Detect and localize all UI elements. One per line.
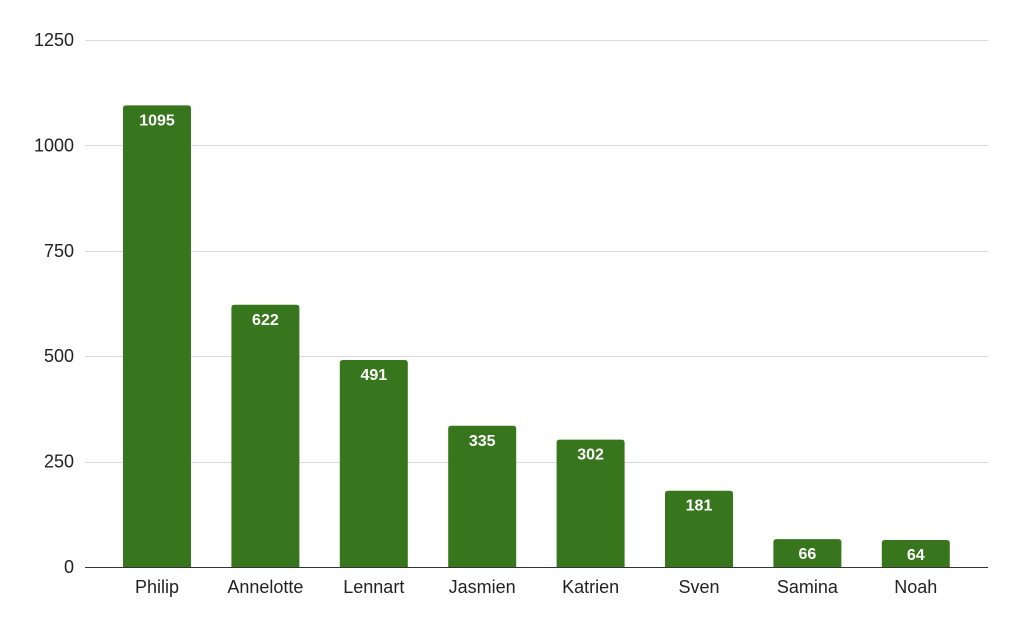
bar-jasmien [448,425,517,567]
bar-value-label: 66 [799,546,817,563]
x-tick-label: Samina [777,577,839,597]
bar-katrien [556,439,625,567]
bar-lennart [339,359,408,567]
y-tick-label: 1000 [34,135,74,155]
bar-value-label: 1095 [139,112,175,129]
bar-value-label: 302 [577,447,604,464]
gridlines [85,40,988,568]
y-tick-label: 500 [44,346,74,366]
x-tick-label: Jasmien [449,577,516,597]
x-tick-label: Philip [135,577,179,597]
x-axis-ticks: Philip Annelotte Lennart Jasmien Katrien Sven… [135,577,937,597]
bar-noah [881,540,950,567]
bar-philip [123,105,191,568]
bar-samina [773,539,842,567]
bar-value-labels: 1095 622 491 335 302 181 66 64 [139,112,925,564]
bar-value-label: 181 [686,498,713,515]
bar-annelotte [231,304,300,567]
bar-value-label: 622 [252,312,279,329]
x-tick-label: Sven [678,577,719,597]
bar-value-label: 335 [469,433,496,450]
x-tick-label: Katrien [562,577,619,597]
y-tick-label: 1250 [34,30,74,50]
bar-value-label: 491 [360,367,387,384]
bar-sven [665,490,733,567]
x-tick-label: Noah [894,577,937,597]
y-axis-ticks: 0 250 500 750 1000 1250 [34,30,74,577]
x-tick-label: Lennart [343,577,404,597]
bar-value-label: 64 [907,547,925,564]
x-tick-label: Annelotte [227,577,303,597]
y-tick-label: 0 [64,557,74,577]
bars [123,105,950,568]
y-tick-label: 250 [44,452,74,472]
y-tick-label: 750 [44,241,74,261]
